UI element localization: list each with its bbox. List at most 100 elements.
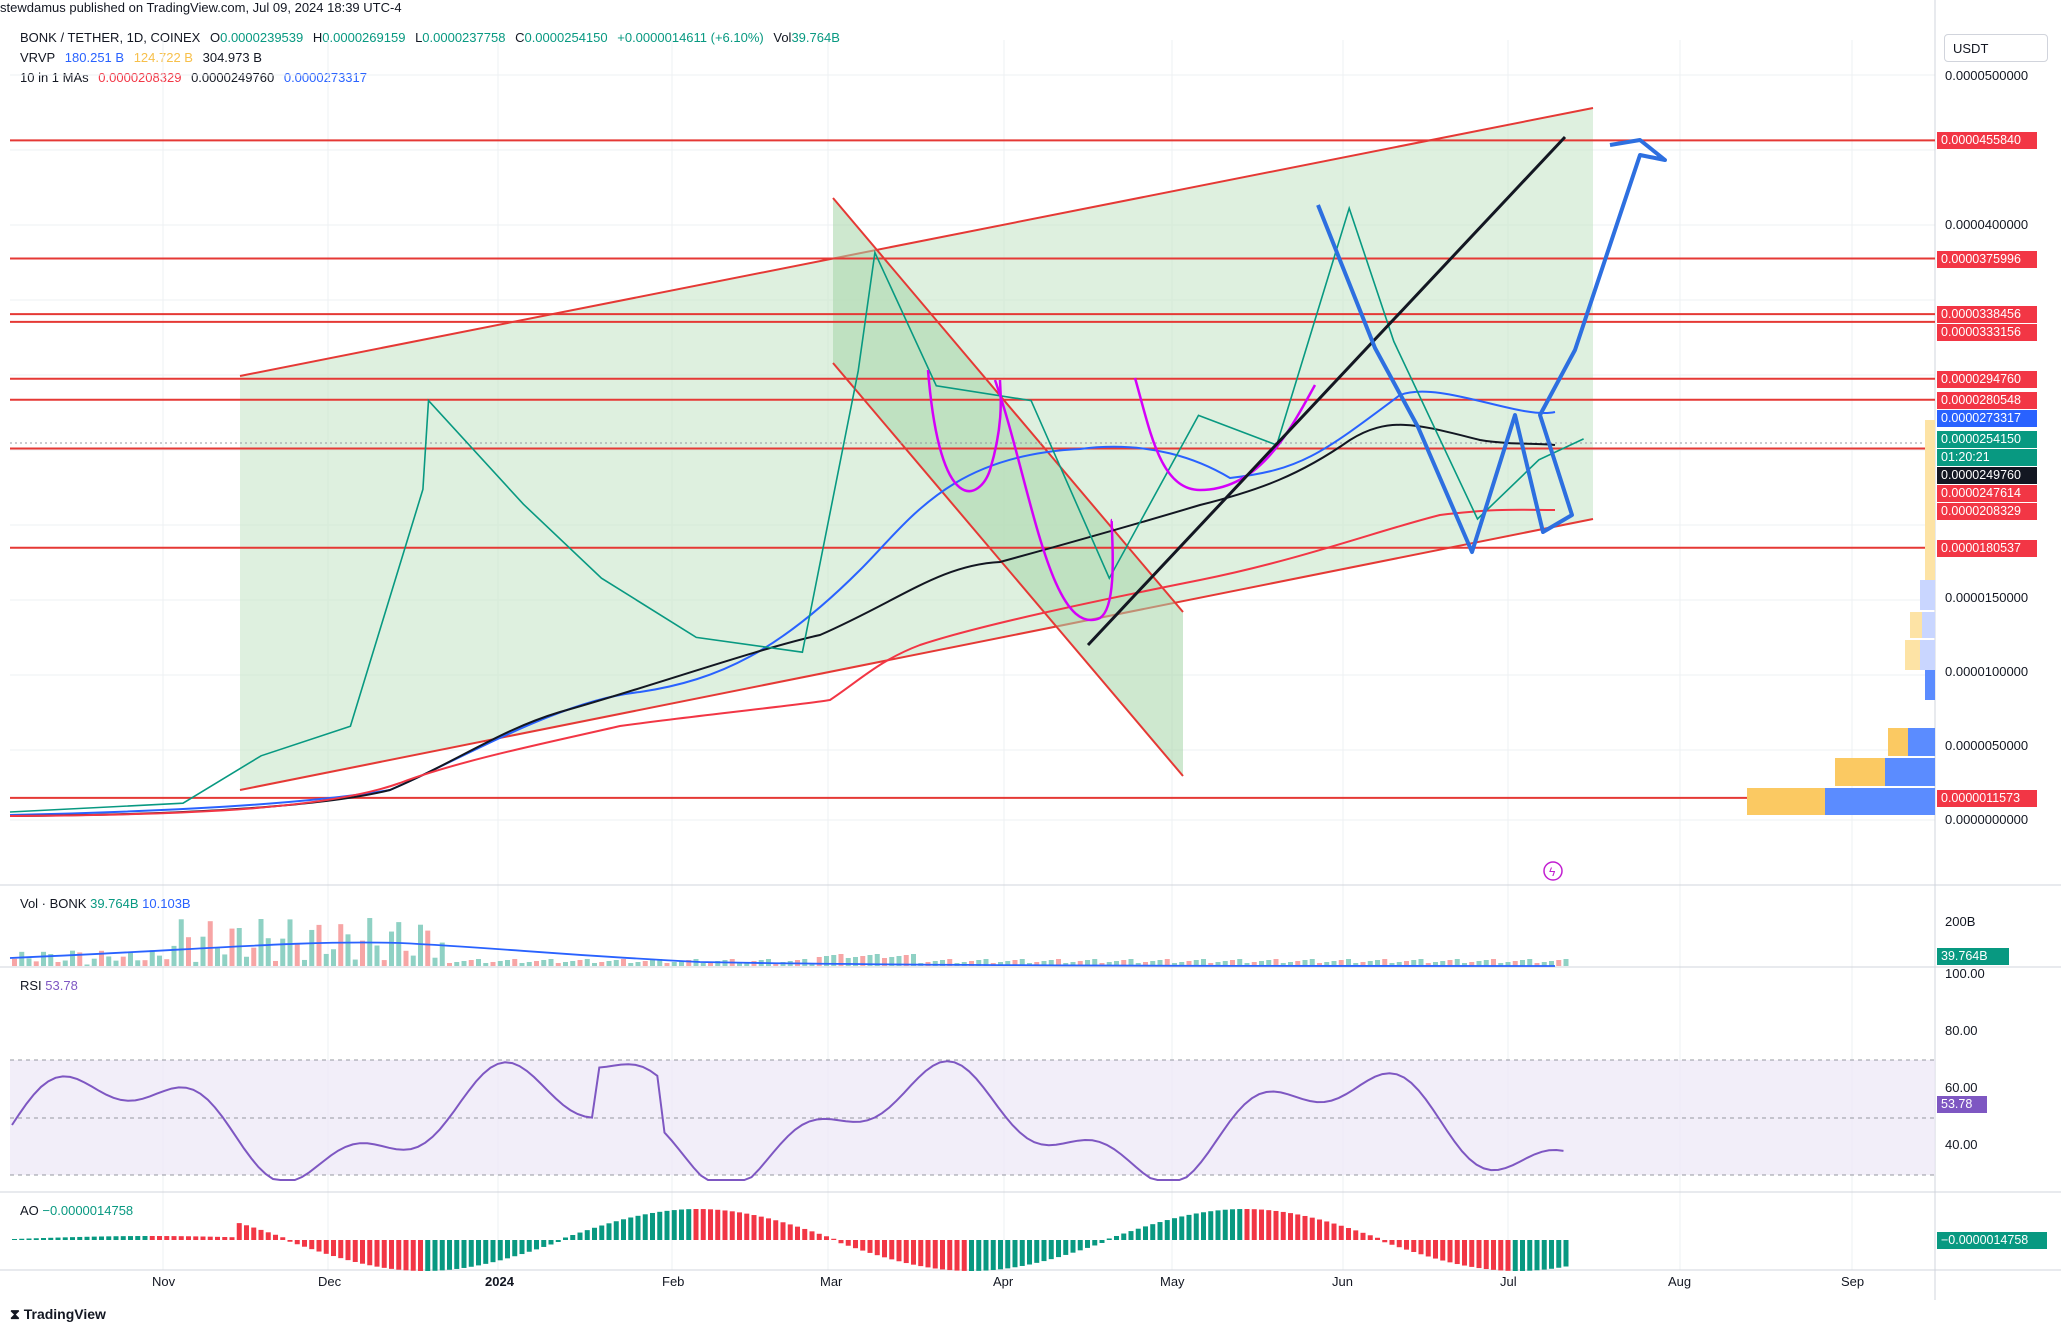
falling-channel-fill[interactable] — [833, 198, 1183, 776]
rsi-line[interactable] — [11, 1060, 1564, 1181]
ao-histogram[interactable] — [12, 1209, 1569, 1271]
ao-bar — [563, 1237, 568, 1240]
ao-bar — [1135, 1228, 1141, 1240]
ao-bar — [1360, 1232, 1366, 1240]
ao-bar — [1324, 1221, 1330, 1240]
publisher-line: stewdamus published on TradingView.com, … — [0, 0, 402, 15]
currency-selector[interactable]: USDT — [1944, 34, 2048, 62]
vrvp-histogram[interactable] — [1747, 420, 1935, 815]
ao-bar — [425, 1240, 431, 1271]
volume-bar — [686, 960, 692, 966]
flash-icon[interactable] — [1543, 861, 1563, 881]
ao-bar — [345, 1240, 351, 1261]
ao-bar — [1527, 1240, 1533, 1271]
falling-channel-upper[interactable] — [832, 197, 1184, 613]
volume-ma-line — [9, 941, 1556, 967]
price-tag: 0.0000280548 — [1937, 391, 2037, 409]
volume-bar — [1534, 963, 1540, 966]
volume-bar — [1295, 961, 1301, 966]
volume-bar — [541, 960, 547, 966]
cup-pattern-2[interactable] — [993, 379, 1115, 622]
ao-bar — [1193, 1213, 1199, 1240]
price-tick: 0.0000400000 — [1945, 217, 2029, 232]
ao-bar — [737, 1212, 742, 1240]
black-trendline[interactable] — [1086, 135, 1567, 647]
time-tick: May — [1160, 1274, 1185, 1289]
volume-bar — [1447, 960, 1453, 966]
volume-bar — [1302, 960, 1308, 966]
ao-bar — [287, 1240, 293, 1242]
ao-bar — [824, 1236, 829, 1240]
volume-bar — [410, 955, 416, 966]
price-tag: 0.0000294760 — [1937, 370, 2037, 388]
ao-bar — [845, 1240, 851, 1246]
ao-bar — [1251, 1209, 1257, 1240]
vol-label: Vol — [773, 30, 792, 45]
ao-bar — [1077, 1240, 1083, 1251]
volume-bar — [845, 958, 851, 966]
ao-bar — [1483, 1240, 1489, 1270]
tradingview-logo[interactable]: ⧗ TradingView — [10, 1306, 106, 1323]
volume-bar — [26, 958, 32, 966]
channel-lower-line[interactable] — [239, 518, 1594, 791]
ma-legend[interactable]: 10 in 1 MAs 0.0000208329 0.0000249760 0.… — [20, 70, 373, 85]
vrvp-v3: 304.973 B — [202, 50, 262, 65]
rsi-tick: 100.00 — [1945, 966, 1985, 981]
ao-bar — [316, 1240, 322, 1252]
volume-bar — [1143, 962, 1148, 966]
ao-bar — [679, 1209, 684, 1240]
ao-bar — [729, 1211, 735, 1240]
ma-black-line[interactable] — [9, 423, 1556, 817]
projection-path[interactable] — [1316, 138, 1667, 554]
volume-bar — [1266, 960, 1272, 966]
vrvp-legend[interactable]: VRVP 180.251 B 124.722 B 304.973 B — [20, 50, 268, 65]
ao-bar — [802, 1228, 808, 1240]
ao-bar — [1411, 1240, 1417, 1252]
ao-bar — [867, 1240, 873, 1253]
volume-bar — [178, 919, 184, 966]
ao-tag: −0.0000014758 — [1937, 1232, 2047, 1249]
volume-bar — [1092, 959, 1098, 966]
channel-upper-line[interactable] — [239, 107, 1594, 377]
volume-bar — [1411, 960, 1417, 966]
ao-bar — [164, 1236, 170, 1240]
volume-bar — [1346, 959, 1351, 966]
ao-bar — [635, 1215, 641, 1240]
volume-bar — [70, 950, 75, 966]
time-tick: Dec — [318, 1274, 342, 1289]
ao-bar — [374, 1240, 380, 1267]
ao-legend[interactable]: AO −0.0000014758 — [20, 1203, 133, 1218]
volume-tag: 39.764B — [1937, 948, 2009, 965]
ao-bar — [1440, 1240, 1446, 1261]
volume-bar — [1469, 962, 1475, 966]
volume-bar — [664, 963, 670, 966]
ao-bar — [1215, 1210, 1221, 1240]
rsi-legend[interactable]: RSI 53.78 — [20, 978, 78, 993]
volume-bar — [1164, 959, 1170, 966]
ao-bar — [1164, 1220, 1170, 1240]
ao-bar — [1266, 1210, 1272, 1240]
ao-bar — [26, 1238, 32, 1240]
falling-channel-lower[interactable] — [832, 362, 1184, 777]
ao-bar — [700, 1209, 706, 1240]
tradingview-logo-icon: ⧗ — [10, 1306, 24, 1322]
volume-bars[interactable] — [12, 918, 1569, 966]
price-tag: 0.0000254150 — [1937, 430, 2037, 448]
volume-legend[interactable]: Vol · BONK 39.764B 10.103B — [20, 896, 191, 911]
ao-bar — [207, 1236, 213, 1240]
ao-bar — [961, 1240, 967, 1271]
price-series[interactable] — [9, 205, 1584, 813]
price-tag: 0.0000208329 — [1937, 502, 2037, 520]
ao-bar — [309, 1240, 315, 1250]
ma-red-line[interactable] — [9, 508, 1556, 817]
ao-bar — [55, 1237, 61, 1240]
ao-bar — [178, 1236, 184, 1240]
volume-bar — [1273, 959, 1279, 966]
low-value: 0.0000237758 — [422, 30, 506, 45]
ao-bar — [1338, 1225, 1344, 1240]
volume-bar — [338, 924, 344, 966]
ao-bar — [396, 1240, 402, 1270]
flash-glyph: ϟ — [1549, 865, 1556, 879]
time-tick: Sep — [1841, 1274, 1865, 1289]
